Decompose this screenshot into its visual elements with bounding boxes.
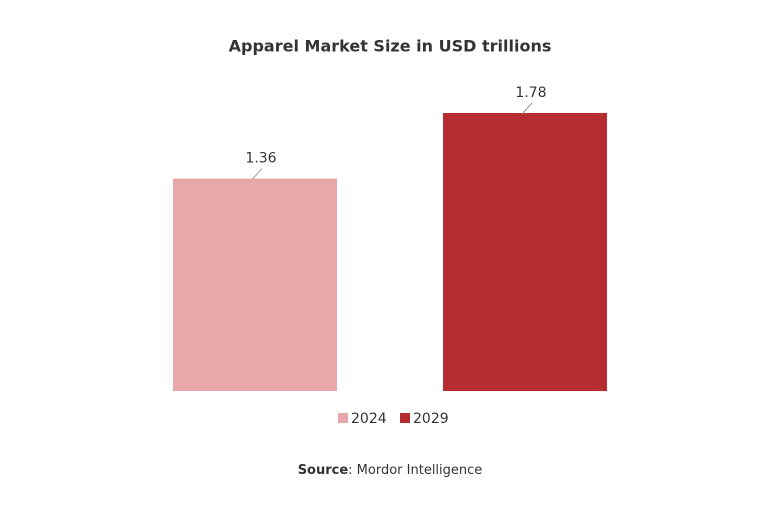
- legend-swatch: [338, 413, 348, 423]
- data-label: 1.36: [245, 151, 276, 167]
- bar: [443, 113, 607, 391]
- bar: [173, 178, 337, 391]
- legend-label: 2024: [351, 411, 387, 427]
- source-label: Source: [298, 463, 349, 478]
- chart-title: Apparel Market Size in USD trillions: [229, 37, 552, 56]
- source-text: : Mordor Intelligence: [348, 463, 482, 478]
- label-leader: [521, 102, 533, 115]
- legend-swatch: [400, 413, 410, 423]
- source: Source: Mordor Intelligence: [298, 463, 483, 478]
- legend-label: 2029: [413, 411, 449, 427]
- data-label: 1.78: [515, 85, 546, 101]
- label-leader: [251, 168, 263, 180]
